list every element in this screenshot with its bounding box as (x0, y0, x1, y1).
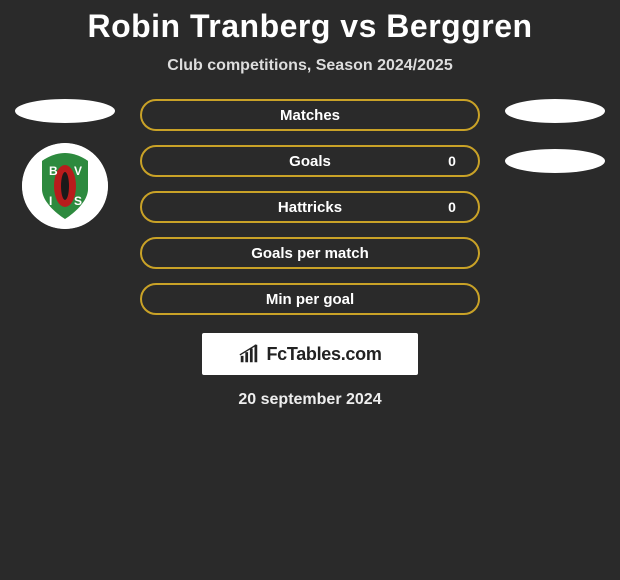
stats-column: MatchesGoals0Hattricks0Goals per matchMi… (140, 99, 480, 315)
left-player-name-placeholder (15, 99, 115, 123)
stat-right-value: 0 (440, 153, 464, 169)
right-club-placeholder (505, 149, 605, 173)
branding-text: FcTables.com (266, 344, 381, 365)
svg-text:V: V (74, 164, 82, 178)
page-title: Robin Tranberg vs Berggren (87, 8, 532, 45)
svg-text:I: I (49, 194, 52, 208)
stat-label: Goals (180, 153, 440, 170)
stat-label: Min per goal (180, 291, 440, 308)
svg-text:B: B (49, 164, 58, 178)
branding-badge[interactable]: FcTables.com (202, 333, 418, 375)
stat-label: Goals per match (180, 245, 440, 262)
left-player-column: B V I S (10, 99, 120, 229)
stat-label: Hattricks (180, 199, 440, 216)
stat-row: Goals per match (140, 237, 480, 269)
stat-row: Matches (140, 99, 480, 131)
comparison-area: B V I S MatchesGoals0Hattricks0Goals per… (0, 99, 620, 315)
page-subtitle: Club competitions, Season 2024/2025 (167, 57, 452, 75)
shield-icon: B V I S (22, 143, 108, 229)
svg-text:S: S (74, 194, 82, 208)
stat-row: Goals0 (140, 145, 480, 177)
stat-label: Matches (180, 107, 440, 124)
stat-row: Hattricks0 (140, 191, 480, 223)
comparison-container: Robin Tranberg vs Berggren Club competit… (0, 0, 620, 409)
stat-row: Min per goal (140, 283, 480, 315)
right-player-column (500, 99, 610, 173)
right-player-name-placeholder (505, 99, 605, 123)
left-club-logo: B V I S (22, 143, 108, 229)
chart-icon (238, 343, 260, 365)
stat-right-value: 0 (440, 199, 464, 215)
comparison-date: 20 september 2024 (238, 391, 381, 409)
